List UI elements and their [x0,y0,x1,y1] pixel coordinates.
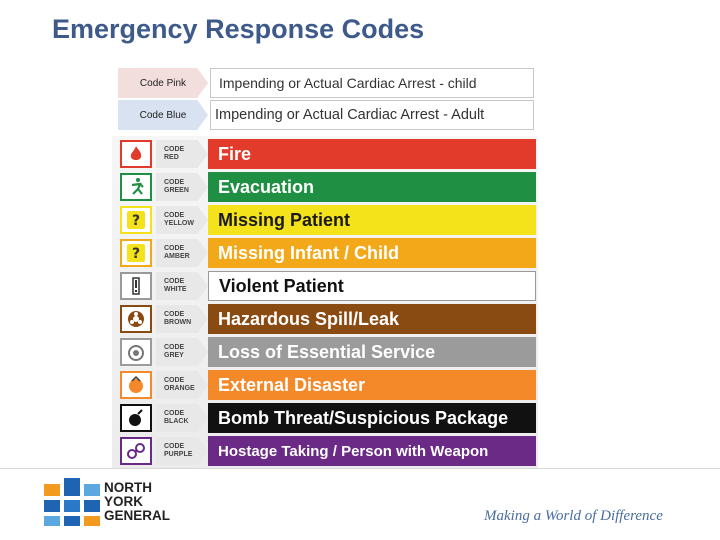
code-label: CODE RED [156,140,208,168]
hospital-name-line3: GENERAL [104,508,171,523]
running-person-icon [120,173,152,201]
code-label: CODE GREEN [156,173,208,201]
code-row-yellow: ? CODE YELLOW Missing Patient [118,205,536,235]
code-blue-tag: Code Blue [118,100,208,130]
biohazard-icon [120,305,152,333]
code-label-line2: GREEN [164,187,189,194]
code-label-line1: CODE [164,311,185,318]
code-label-line1: CODE [164,245,185,252]
code-label-line2: GREY [164,352,184,359]
code-bar: Missing Infant / Child [208,238,536,268]
code-label-line1: CODE [164,377,185,384]
code-label: CODE BLACK [156,404,208,432]
hospital-logo-icon [44,478,100,526]
code-label: CODE GREY [156,338,208,366]
handcuffs-icon [120,437,152,465]
exclamation-icon [120,272,152,300]
code-label: CODE PURPLE [156,437,208,465]
code-label: CODE ORANGE [156,371,208,399]
hospital-name-line1: NORTH [104,480,152,495]
flame-icon [120,140,152,168]
code-row-green: CODE GREEN Evacuation [118,172,536,202]
code-row-purple: CODE PURPLE Hostage Taking / Person with W… [118,436,536,466]
code-pink-description: Impending or Actual Cardiac Arrest - chi… [210,68,534,98]
code-bar: Hostage Taking / Person with Weapon [208,436,536,466]
hospital-name-line2: YORK [104,494,144,509]
svg-text:?: ? [132,213,140,229]
code-label: CODE AMBER [156,239,208,267]
code-bar: Fire [208,139,536,169]
code-label-line1: CODE [164,278,185,285]
question-mark-icon: ? [120,206,152,234]
code-bar: Violent Patient [208,271,536,301]
code-label-line1: CODE [164,212,185,219]
code-label-line1: CODE [164,344,185,351]
code-bar: Evacuation [208,172,536,202]
tagline: Making a World of Difference [484,508,663,524]
question-mark-icon: ? [120,239,152,267]
code-label-line2: ORANGE [164,385,195,392]
code-label-line1: CODE [164,410,185,417]
disaster-icon [120,371,152,399]
code-row-brown: CODE BROWN Hazardous Spill/Leak [118,304,536,334]
code-label-line2: BROWN [164,319,192,326]
code-row-black: CODE BLACK Bomb Threat/Suspicious Package [118,403,536,433]
bomb-icon [120,404,152,432]
code-pink-tag: Code Pink [118,68,208,98]
code-row-orange: CODE ORANGE External Disaster [118,370,536,400]
code-row-white: CODE WHITE Violent Patient [118,271,536,301]
code-pink-row: Code Pink Impending or Actual Cardiac Ar… [118,68,534,98]
utility-icon [120,338,152,366]
code-label-line2: WHITE [164,286,187,293]
code-row-grey: CODE GREY Loss of Essential Service [118,337,536,367]
code-label: CODE WHITE [156,272,208,300]
code-row-amber: ? CODE AMBER Missing Infant / Child [118,238,536,268]
code-label-line2: RED [164,154,179,161]
code-bar: External Disaster [208,370,536,400]
code-label-line1: CODE [164,443,185,450]
code-label: CODE BROWN [156,305,208,333]
code-bar: Missing Patient [208,205,536,235]
code-label-line2: AMBER [164,253,190,260]
code-blue-description: Impending or Actual Cardiac Arrest - Adu… [210,100,534,130]
code-blue-row: Code Blue Impending or Actual Cardiac Ar… [118,100,534,130]
code-row-red: CODE RED Fire [118,139,536,169]
code-label-line1: CODE [164,146,185,153]
hospital-name: NORTH YORK GENERAL [104,481,170,523]
footer-divider [0,468,720,469]
code-bar: Bomb Threat/Suspicious Package [208,403,536,433]
page-title: Emergency Response Codes [52,14,425,44]
code-bar: Loss of Essential Service [208,337,536,367]
code-bar: Hazardous Spill/Leak [208,304,536,334]
code-label-line2: PURPLE [164,451,193,458]
code-label-line1: CODE [164,179,185,186]
svg-text:?: ? [132,246,140,262]
code-label-line2: BLACK [164,418,189,425]
code-label-line2: YELLOW [164,220,194,227]
code-label: CODE YELLOW [156,206,208,234]
